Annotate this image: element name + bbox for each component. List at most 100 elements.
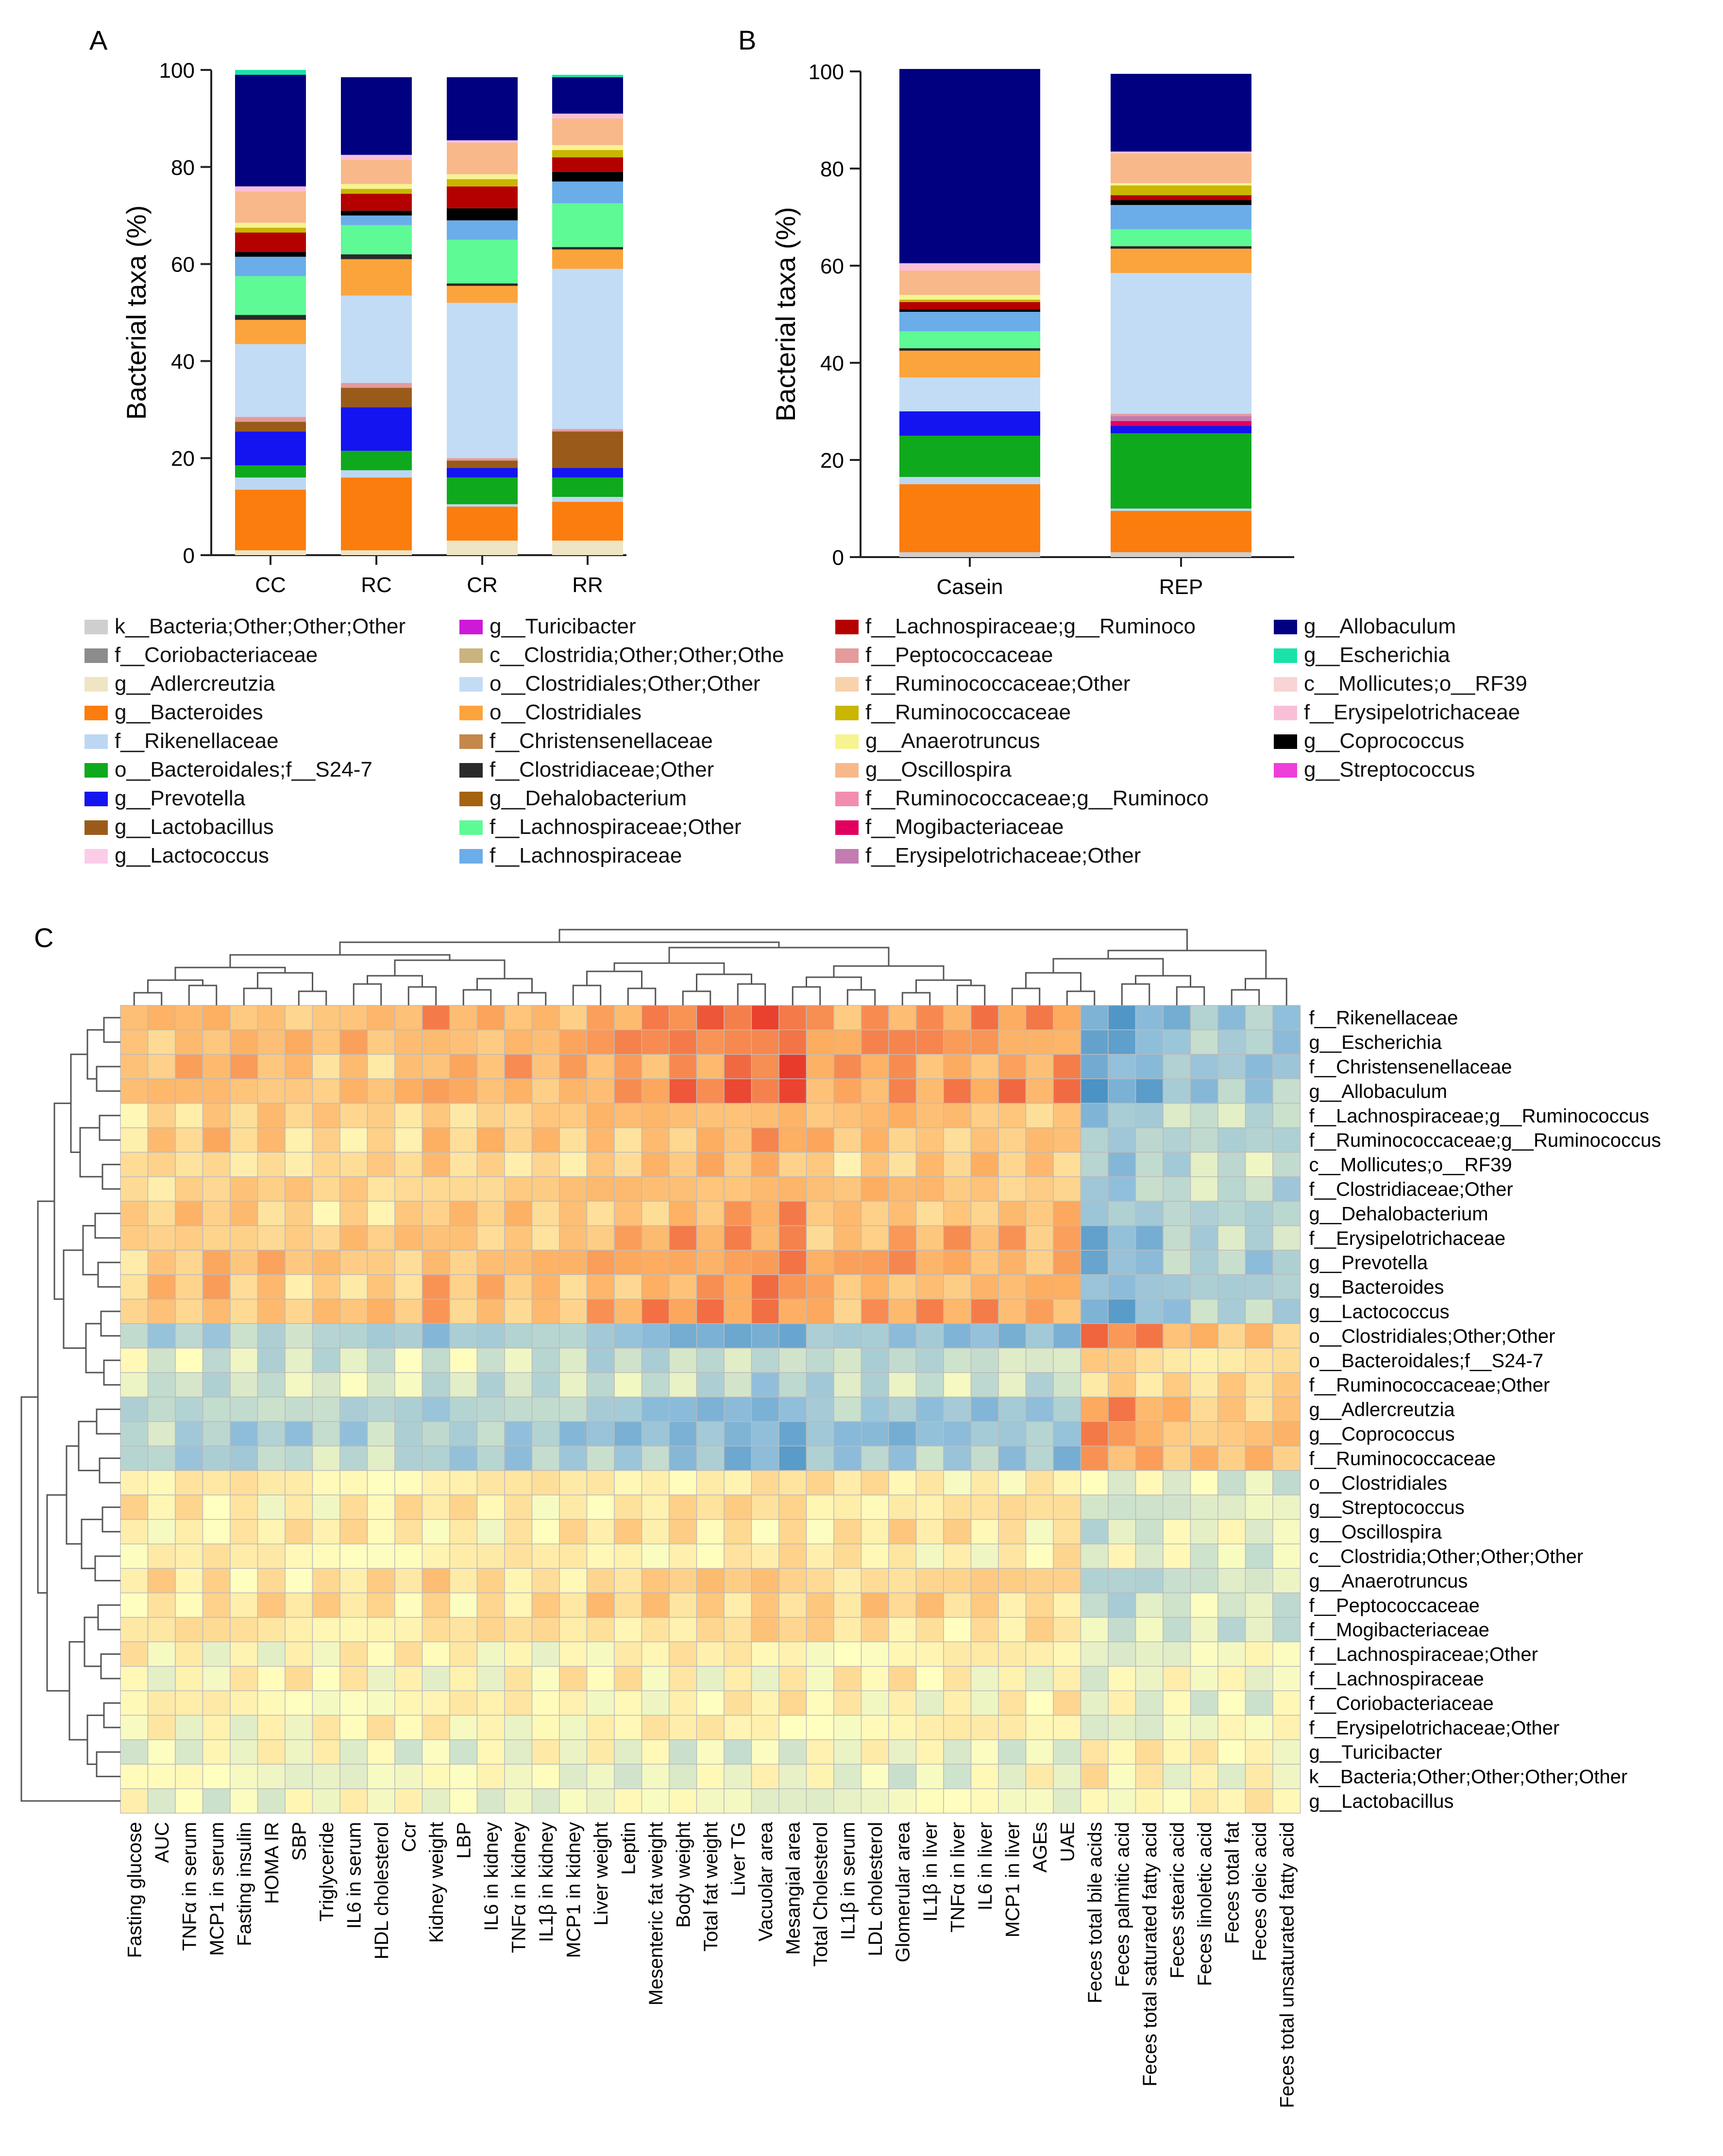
legend-label: c__Mollicutes;o__RF39	[1304, 672, 1527, 696]
heatmap-cell	[394, 1739, 423, 1765]
heatmap-cell	[669, 1544, 697, 1569]
heatmap-cell	[559, 1494, 588, 1520]
heatmap-cell	[367, 1078, 395, 1104]
heatmap-cell	[861, 1347, 889, 1373]
bar-segment	[552, 145, 623, 150]
heatmap-cell	[339, 1054, 368, 1079]
heatmap-cell	[724, 1299, 752, 1324]
heatmap-cell	[531, 1078, 560, 1104]
heatmap-cell	[915, 1445, 944, 1471]
heatmap-cell	[257, 1592, 286, 1618]
heatmap-cell	[476, 1544, 505, 1569]
heatmap-cell	[1053, 1445, 1081, 1471]
heatmap-cell	[1163, 1127, 1191, 1153]
bar-segment	[341, 407, 412, 451]
heatmap-cell	[257, 1690, 286, 1716]
heatmap-column-label: Body weight	[673, 1822, 694, 1928]
heatmap-cell	[696, 1323, 725, 1349]
y-axis-label: Bacterial taxa (%)	[770, 207, 801, 422]
heatmap-cell	[120, 1250, 149, 1275]
heatmap-cell	[998, 1372, 1027, 1398]
heatmap-cell	[367, 1299, 395, 1324]
heatmap-cell	[1272, 1690, 1301, 1716]
heatmap-cell	[147, 1127, 176, 1153]
heatmap-cell	[861, 1568, 889, 1594]
heatmap-cell	[724, 1519, 752, 1545]
heatmap-cell	[669, 1470, 697, 1495]
heatmap-cell	[1245, 1617, 1273, 1643]
heatmap-column-label: TNFα in serum	[179, 1822, 200, 1951]
heatmap-cell	[806, 1568, 834, 1594]
heatmap-cell	[1053, 1568, 1081, 1594]
heatmap-cell	[1272, 1250, 1301, 1275]
heatmap-cell	[888, 1788, 917, 1814]
bar-segment	[552, 497, 623, 502]
heatmap-cell	[778, 1078, 807, 1104]
heatmap-cell	[915, 1372, 944, 1398]
heatmap-cell	[751, 1127, 779, 1153]
heatmap-cell	[230, 1641, 258, 1667]
heatmap-cell	[175, 1641, 203, 1667]
heatmap-cell	[1053, 1201, 1081, 1226]
heatmap-cell	[230, 1544, 258, 1569]
heatmap-cell	[230, 1445, 258, 1471]
heatmap-cell	[147, 1568, 176, 1594]
heatmap-cell	[1245, 1445, 1273, 1471]
heatmap-cell	[833, 1470, 862, 1495]
heatmap-cell	[312, 1299, 340, 1324]
heatmap-cell	[504, 1666, 533, 1691]
heatmap-cell	[861, 1764, 889, 1789]
dendrogram-branch	[956, 985, 986, 1005]
heatmap-cell	[559, 1421, 588, 1446]
heatmap-cell	[202, 1299, 231, 1324]
heatmap-cell	[669, 1201, 697, 1226]
heatmap-cell	[1108, 1641, 1136, 1667]
heatmap-cell	[1217, 1201, 1246, 1226]
heatmap-cell	[1272, 1103, 1301, 1128]
heatmap-cell	[1080, 1201, 1109, 1226]
heatmap-cell	[1053, 1127, 1081, 1153]
heatmap-cell	[449, 1494, 478, 1520]
heatmap-cell	[175, 1347, 203, 1373]
heatmap-cell	[559, 1690, 588, 1716]
heatmap-cell	[614, 1666, 642, 1691]
bar-segment	[447, 541, 518, 555]
heatmap-cell	[888, 1029, 917, 1055]
heatmap-cell	[449, 1568, 478, 1594]
heatmap-cell	[120, 1347, 149, 1373]
heatmap-cell	[833, 1054, 862, 1079]
heatmap-cell	[641, 1054, 670, 1079]
heatmap-cell	[147, 1396, 176, 1422]
heatmap-cell	[778, 1274, 807, 1300]
heatmap-cell	[504, 1519, 533, 1545]
legend-swatch	[1274, 677, 1297, 692]
heatmap-cell	[998, 1617, 1027, 1643]
heatmap-cell	[120, 1690, 149, 1716]
heatmap-cell	[586, 1274, 615, 1300]
heatmap-cell	[531, 1739, 560, 1765]
dendrogram-branch	[94, 1212, 120, 1239]
heatmap-cell	[339, 1299, 368, 1324]
heatmap-cell	[1135, 1764, 1164, 1789]
bar-segment	[552, 150, 623, 157]
heatmap-cell	[120, 1739, 149, 1765]
heatmap-cell	[175, 1788, 203, 1814]
heatmap-cell	[120, 1323, 149, 1349]
heatmap-cell	[422, 1715, 450, 1740]
bar-segment	[552, 477, 623, 497]
heatmap-cell	[559, 1372, 588, 1398]
heatmap-cell	[422, 1347, 450, 1373]
heatmap-cell	[833, 1519, 862, 1545]
dendrogram-branch	[188, 985, 218, 1005]
heatmap-cell	[394, 1519, 423, 1545]
heatmap-row-label: g__Coprococcus	[1309, 1424, 1455, 1445]
heatmap-cell	[915, 1250, 944, 1275]
y-tick-label: 40	[171, 350, 195, 373]
heatmap-cell	[1190, 1225, 1218, 1251]
heatmap-cell	[915, 1739, 944, 1765]
bar-segment	[899, 302, 1040, 309]
heatmap-cell	[257, 1372, 286, 1398]
heatmap-cell	[476, 1715, 505, 1740]
heatmap-cell	[614, 1715, 642, 1740]
heatmap-cell	[998, 1739, 1027, 1765]
